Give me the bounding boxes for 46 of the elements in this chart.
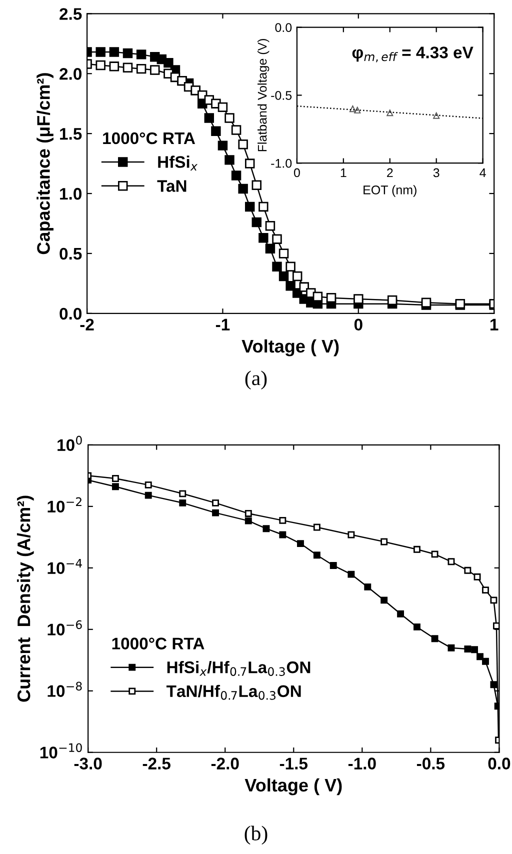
- x-axis-title: Voltage ( V): [242, 339, 339, 356]
- y-axis-title: Flatband Voltage (V): [258, 39, 270, 152]
- y-tick-label: 2.0: [60, 68, 82, 80]
- x-tick-label: 2: [387, 168, 393, 178]
- x-tick-label: 3: [433, 168, 440, 178]
- x-tick-label: 0: [294, 168, 300, 178]
- text: (b): [244, 826, 268, 845]
- x-tick-label: -1.5: [280, 758, 308, 770]
- y-tick-label: 0.0: [275, 23, 292, 32]
- y-tick-label: 10$^{0}$: [58, 436, 82, 452]
- y-axis-title: Capacitance (μF/cm²): [36, 73, 54, 254]
- x-tick-label: 1: [340, 168, 346, 178]
- annotation: φ$_{m,eff}$ = 4.33 eV: [352, 46, 474, 62]
- x-axis-title: Voltage ( V): [244, 778, 342, 796]
- x-tick-label: -2.5: [142, 758, 170, 770]
- y-tick-label: 0.0: [60, 308, 82, 320]
- legend-label: HfSi$_{x}$/Hf$_{0.7}$La$_{0.3}$ON: [167, 660, 310, 676]
- x-tick-label: 0.0: [488, 758, 510, 770]
- y-tick-label: -1.0: [271, 158, 292, 168]
- legend-label: HfSi$_{x}$: [158, 156, 198, 170]
- y-tick-label: -0.5: [271, 91, 292, 100]
- legend-title: 1000°C RTA: [112, 638, 204, 650]
- x-tick-label: 1: [490, 318, 498, 330]
- legend-title: 1000°C RTA: [103, 132, 196, 144]
- y-tick-label: 10$^{−6}$: [48, 620, 82, 636]
- y-tick-label: 1.0: [60, 188, 82, 200]
- x-tick-label: -1.0: [348, 758, 376, 770]
- y-axis-title: Current Density (A/cm²): [16, 496, 34, 702]
- x-tick-label: -0.5: [416, 758, 445, 770]
- legend-label: TaN/Hf$_{0.7}$La$_{0.3}$ON: [166, 684, 301, 700]
- x-tick-label: 0: [354, 318, 362, 331]
- y-tick-label: 10$^{−2}$: [48, 497, 82, 512]
- x-tick-label: 4: [480, 168, 486, 178]
- y-tick-label: 2.5: [60, 8, 82, 20]
- y-tick-label: 10$^{−4}$: [48, 558, 82, 574]
- x-tick-label: -2.0: [211, 758, 239, 770]
- x-tick-label: -2: [80, 318, 94, 330]
- x-tick-label: -1: [216, 318, 230, 330]
- y-tick-label: 10$^{−10}$: [40, 743, 82, 758]
- legend-label: TaN: [157, 180, 186, 192]
- y-tick-label: 0.5: [60, 248, 82, 260]
- y-tick-label: 1.5: [60, 128, 82, 140]
- text: (a): [245, 370, 267, 390]
- x-tick-label: -3.0: [74, 758, 102, 770]
- y-tick-label: 10$^{−8}$: [48, 682, 82, 697]
- x-axis-title: EOT (nm): [364, 185, 416, 197]
